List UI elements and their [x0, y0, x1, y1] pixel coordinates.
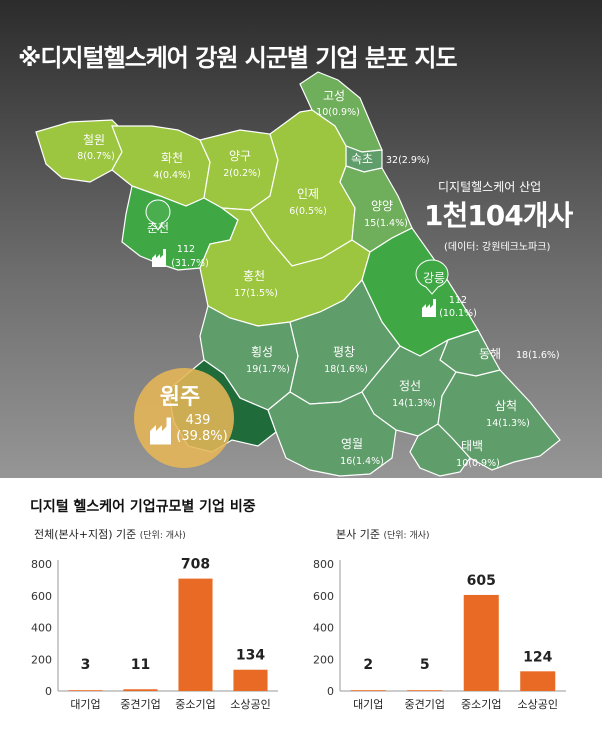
bar [233, 669, 268, 691]
region-count-yanggu: 2(0.2%) [223, 168, 261, 179]
category-label: 중소기업 [175, 698, 215, 711]
region-share-gangneung: (10.1%) [439, 308, 477, 319]
region-shape-hwacheon [111, 125, 211, 207]
data-label: 708 [181, 557, 210, 573]
data-label: 3 [81, 657, 91, 673]
region-name-yangyang: 양양 [371, 199, 393, 213]
region-count-hoengseong: 19(1.7%) [246, 364, 290, 375]
region-count-jeongseon: 14(1.3%) [392, 398, 436, 409]
region-share-wonju: (39.8%) [176, 429, 227, 444]
y-tick-label: 600 [31, 590, 52, 603]
bar [123, 689, 158, 691]
y-tick-label: 600 [313, 590, 334, 603]
region-count-sokcho: 32(2.9%) [386, 155, 430, 166]
data-label: 11 [131, 657, 150, 673]
region-count-donghae: 18(1.6%) [516, 350, 560, 361]
region-name-hwacheon: 화천 [161, 150, 183, 165]
region-name-sokcho: 속초 [351, 152, 373, 166]
total-subtitle: 디지털헬스케어 산업 [438, 180, 542, 194]
data-source: (데이터: 강원테크노파크) [444, 242, 551, 253]
category-label: 소상공인 [518, 698, 558, 711]
region-name-jeongseon: 정선 [399, 379, 421, 393]
region-name-donghae: 동해 [479, 347, 501, 361]
region-count-hongcheon: 17(1.5%) [234, 288, 278, 299]
y-tick-label: 400 [313, 622, 334, 635]
factory-icon [422, 299, 436, 317]
chart-1-subtitle: 전체(본사+지점) 기준 (단위: 개사) [34, 526, 186, 542]
category-label: 중견기업 [405, 698, 445, 711]
region-count-inje: 6(0.5%) [289, 206, 327, 217]
category-label: 대기업 [70, 698, 100, 711]
total-count: 1천104개사 [424, 199, 573, 232]
category-label: 대기업 [353, 698, 383, 711]
chart-2-title: 본사 기준 [336, 528, 380, 541]
category-label: 중견기업 [120, 698, 160, 711]
region-name-gangneung: 강릉 [423, 271, 445, 285]
y-tick-label: 200 [313, 653, 334, 666]
gangwon-map: 고성 10(0.9%) 철원 8(0.7%) 화천 4(0.4%) 양구 2(0… [35, 71, 561, 477]
data-label: 605 [467, 573, 496, 589]
region-name-samcheok: 삼척 [495, 399, 517, 413]
wonju-highlight-circle [134, 368, 234, 468]
charts-title: 디지털 헬스케어 기업규모별 기업 비중 [30, 499, 256, 515]
y-tick-label: 200 [31, 653, 52, 666]
region-name-yanggu: 양구 [229, 149, 251, 163]
region-shape-taebaek [409, 423, 471, 477]
data-label: 124 [523, 649, 552, 665]
region-name-hongcheon: 홍천 [243, 268, 265, 283]
factory-icon [152, 249, 166, 267]
chuncheon-marker-icon [145, 199, 171, 232]
region-count-yeongwol: 16(1.4%) [340, 456, 384, 467]
data-label: 5 [420, 657, 430, 673]
category-label: 중소기업 [461, 698, 501, 711]
chart-1-title: 전체(본사+지점) 기준 [34, 528, 137, 541]
region-count-taebaek: 10(0.9%) [456, 458, 500, 469]
region-name-yeongwol: 영월 [341, 437, 363, 451]
bar [68, 690, 103, 691]
chart-1-unit: (단위: 개사) [139, 531, 186, 541]
region-count-gangneung: 112 [449, 295, 467, 306]
region-count-chuncheon: 112 [177, 244, 195, 255]
bar [463, 594, 499, 691]
region-name-wonju: 원주 [160, 385, 200, 410]
region-share-chuncheon: (31.7%) [171, 258, 209, 269]
map-panel: 고성 10(0.9%) 철원 8(0.7%) 화천 4(0.4%) 양구 2(0… [0, 0, 602, 500]
factory-icon [150, 417, 171, 445]
region-count-wonju: 439 [186, 413, 211, 428]
bar-charts: 0 200 400 600 800 3 대기업 11 중견기업 708 중소기업 134 소상공인 0 20… [31, 557, 566, 711]
y-tick-label: 800 [313, 558, 334, 571]
region-name-cheorwon: 철원 [83, 133, 105, 147]
y-tick-label: 0 [327, 685, 334, 698]
region-name-inje: 인제 [297, 187, 319, 201]
region-count-cheorwon: 8(0.7%) [77, 151, 115, 162]
data-label: 2 [363, 657, 373, 673]
category-label: 소상공인 [230, 698, 270, 711]
region-count-samcheok: 14(1.3%) [486, 418, 530, 429]
chart-2-unit: (단위: 개사) [383, 531, 430, 541]
region-name-goseong: 고성 [323, 89, 345, 103]
region-count-pyeongchang: 18(1.6%) [324, 364, 368, 375]
region-shape-yeongwol [267, 391, 397, 477]
bar [350, 690, 386, 691]
bar [520, 671, 556, 691]
bar [178, 578, 213, 691]
region-name-hoengseong: 횡성 [251, 345, 273, 359]
region-name-taebaek: 태백 [461, 439, 483, 453]
bar [407, 690, 443, 691]
region-name-pyeongchang: 평창 [333, 345, 355, 359]
region-count-goseong: 10(0.9%) [316, 107, 360, 118]
charts-panel: 0 200 400 600 800 3 대기업 11 중견기업 708 중소기업 134 소상공인 0 20… [0, 478, 602, 729]
region-count-yangyang: 15(1.4%) [364, 218, 408, 229]
gangneung-marker-icon [415, 259, 449, 295]
chart-2-subtitle: 본사 기준 (단위: 개사) [336, 526, 430, 542]
region-name-chuncheon: 춘천 [147, 220, 169, 235]
y-tick-label: 400 [31, 622, 52, 635]
y-tick-label: 0 [45, 685, 52, 698]
data-label: 134 [236, 648, 265, 664]
y-tick-label: 800 [31, 558, 52, 571]
region-count-hwacheon: 4(0.4%) [153, 170, 191, 181]
page-title: ※디지털헬스케어 강원 시군별 기업 분포 지도 [18, 44, 458, 72]
